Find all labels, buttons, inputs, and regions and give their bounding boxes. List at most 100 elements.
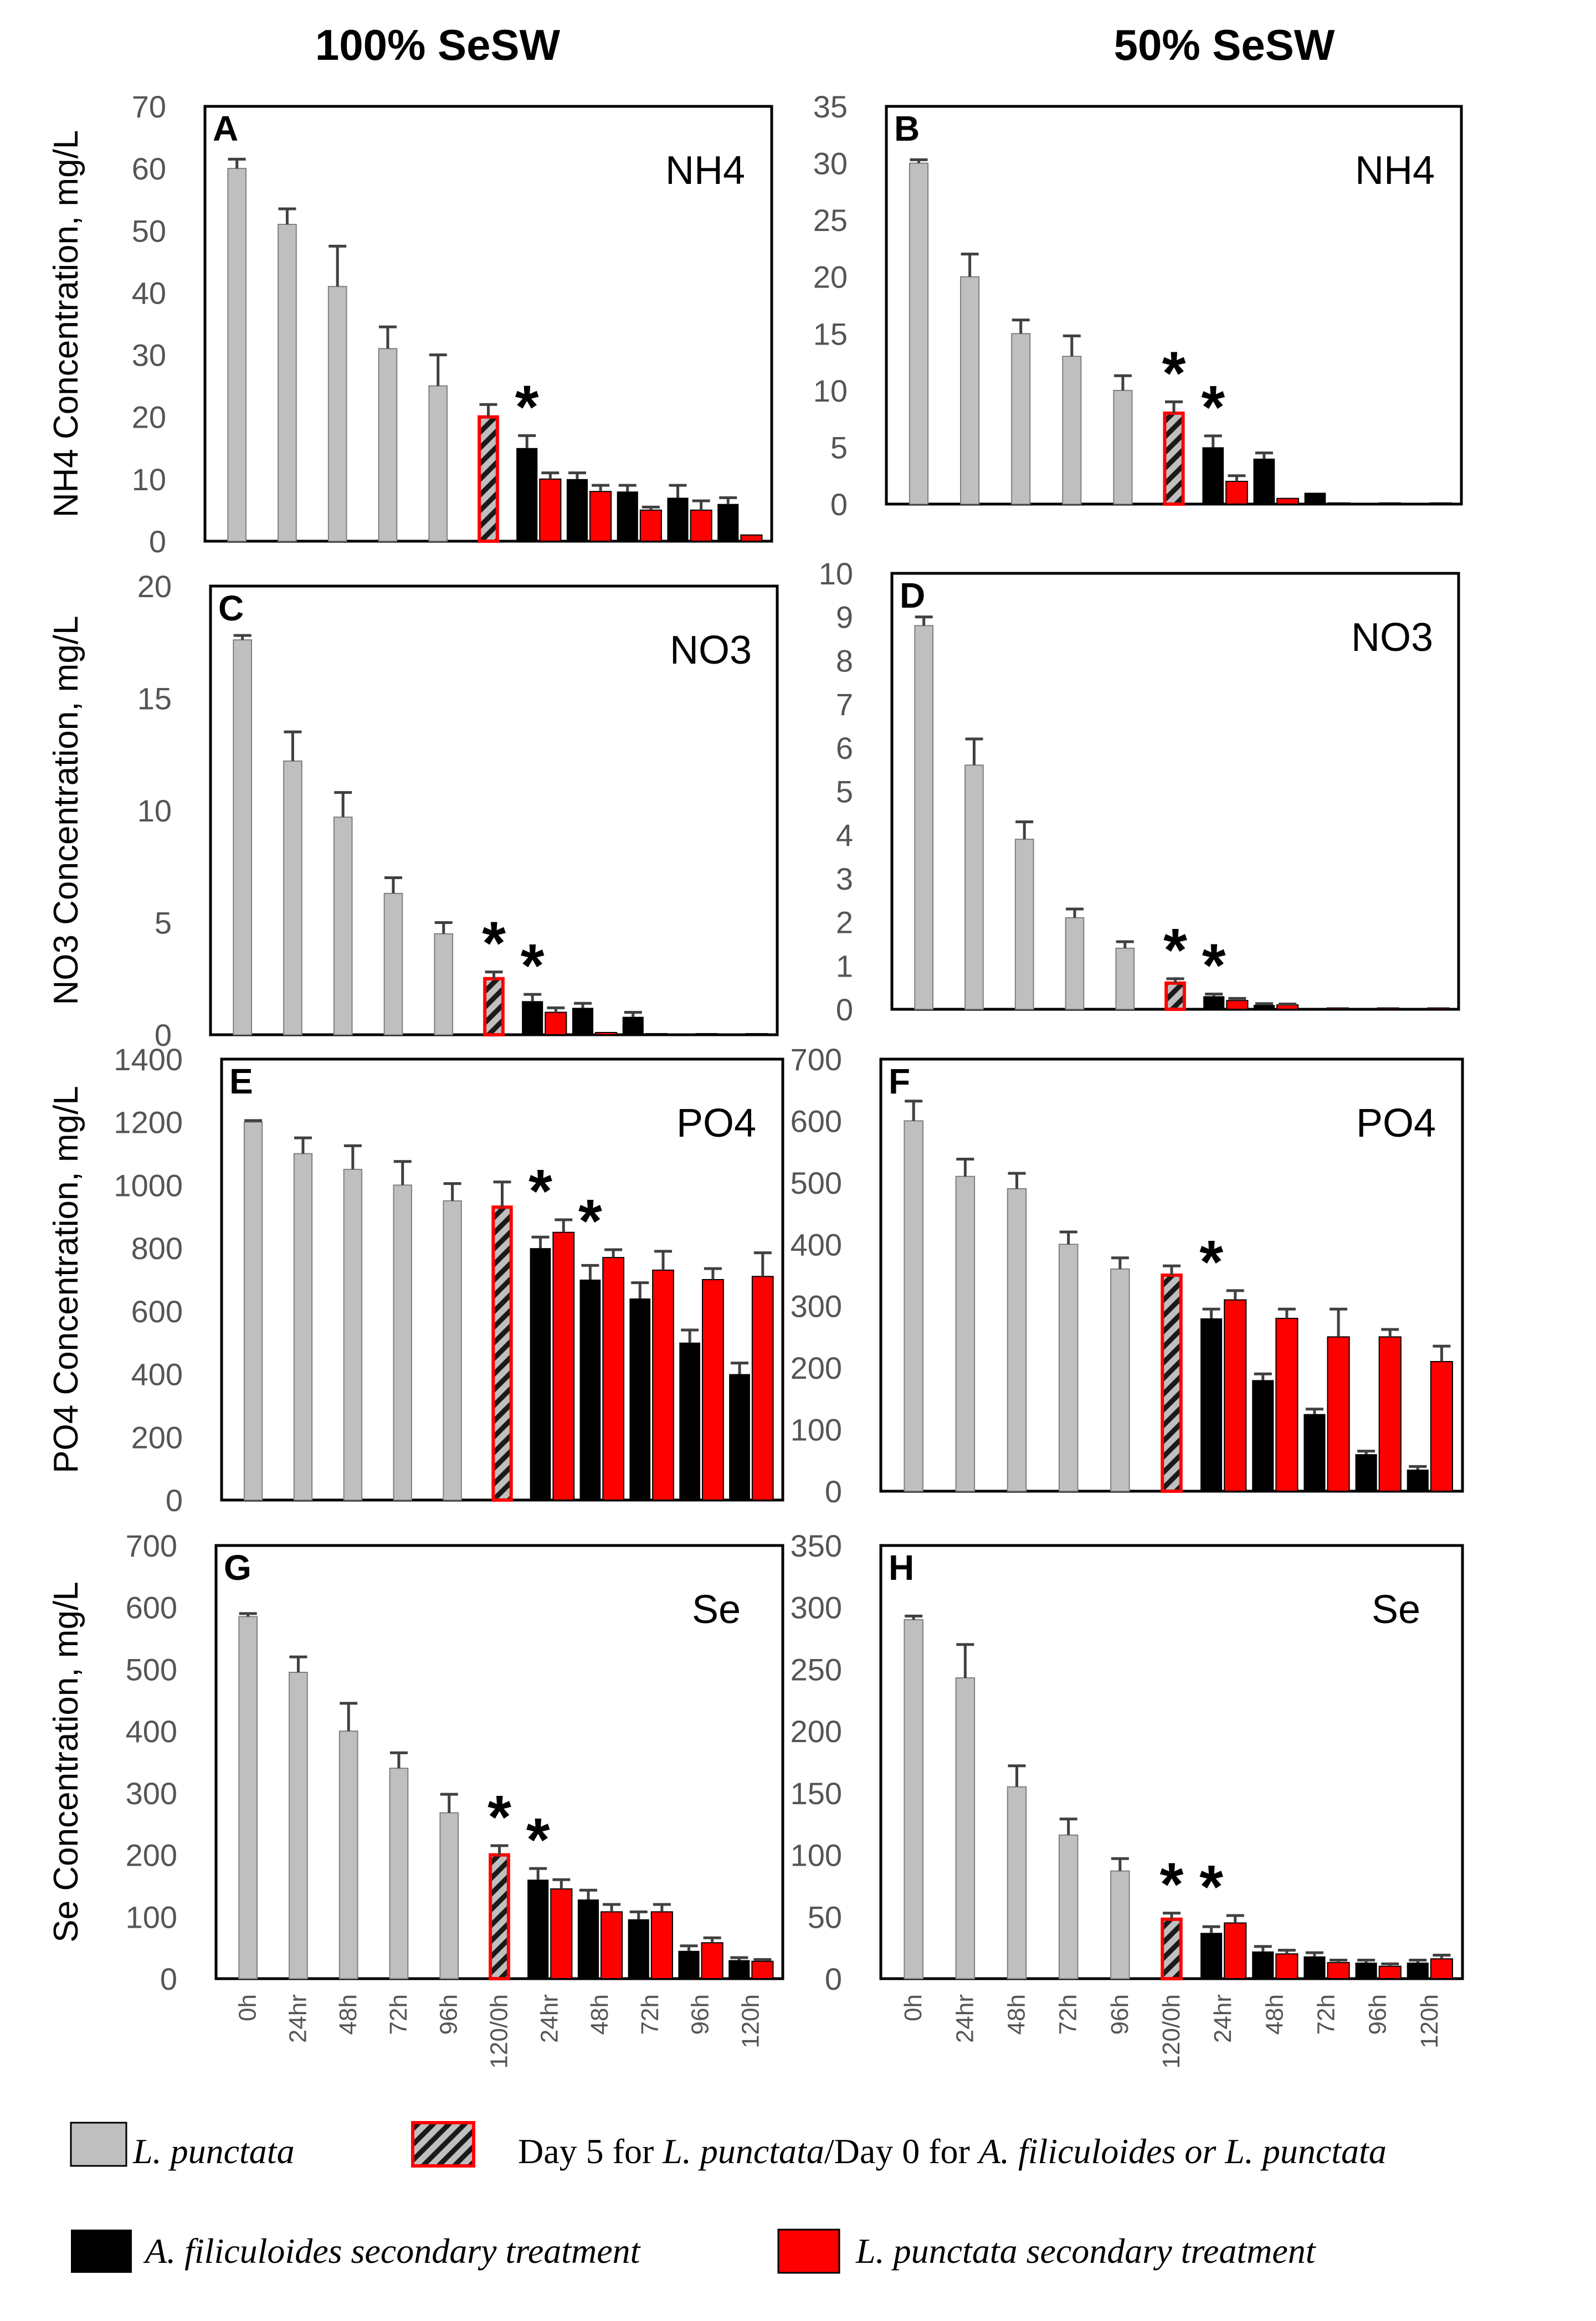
bar-l-punctata-secondary-c [596,1033,617,1035]
y-tick-label-e: 200 [131,1420,183,1455]
y-tick-label-d: 4 [836,818,853,853]
panel-letter-h: H [889,1548,914,1588]
bar-l-punctata-h [1059,1835,1078,1979]
panel-e: 0200400600800100012001400PO4 Concentrati… [47,1042,783,1518]
bar-a-filiculoides-a [617,491,638,541]
bar-a-filiculoides-h [1356,1963,1377,1979]
bar-day5-a [479,417,497,541]
y-tick-label-e: 1200 [114,1105,183,1140]
bar-l-punctata-c [384,894,403,1035]
bar-l-punctata-g [390,1768,408,1979]
bar-l-punctata-secondary-c [746,1034,767,1035]
significance-star-f: * [1199,1228,1223,1296]
significance-star-d: * [1202,931,1226,999]
y-tick-label-b: 35 [813,89,848,124]
bar-l-punctata-secondary-g [651,1912,673,1979]
analyte-label-b: NH4 [1355,148,1435,193]
bar-a-filiculoides-c [522,1001,543,1035]
y-tick-label-e: 1400 [114,1042,183,1077]
bar-l-punctata-secondary-a [540,479,561,541]
x-tick-label: 72h [385,1994,412,2035]
y-tick-label-e: 600 [131,1294,183,1329]
bar-l-punctata-a [329,286,347,541]
bar-l-punctata-d [1015,839,1034,1009]
bar-l-punctata-secondary-h [1327,1963,1349,1979]
bar-a-filiculoides-b [1305,492,1326,504]
y-axis-label-a: NH4 Concentration, mg/L [47,130,85,518]
significance-star-e: * [528,1157,552,1225]
bar-l-punctata-b [1012,333,1030,504]
bar-a-filiculoides-b [1202,447,1224,504]
bar-l-punctata-d [915,625,933,1009]
legend-label-l-punctata: L. punctata [132,2132,295,2171]
y-tick-label-d: 0 [836,992,853,1027]
significance-star-a: * [515,373,539,441]
bar-l-punctata-secondary-a [741,535,762,541]
bar-l-punctata-a [278,224,296,541]
legend-day5-mid: /Day 0 for [824,2132,979,2171]
bar-l-punctata-secondary-b [1379,503,1400,504]
significance-star-e: * [578,1187,602,1255]
panel-letter-d: D [900,576,925,615]
y-axis-label-g: Se Concentration, mg/L [47,1581,85,1942]
bar-l-punctata-d [1116,948,1134,1009]
panel-letter-f: F [889,1061,910,1101]
y-tick-label-b: 15 [813,316,848,351]
bar-l-punctata-secondary-g [601,1912,622,1979]
bar-a-filiculoides-a [567,479,588,541]
bar-l-punctata-secondary-g [551,1889,572,1979]
bar-day5-g [490,1855,509,1979]
bar-l-punctata-secondary-e [752,1276,773,1500]
analyte-label-e: PO4 [676,1101,756,1146]
y-tick-label-b: 30 [813,146,848,181]
y-tick-label-h: 200 [791,1714,842,1749]
bar-a-filiculoides-c [673,1034,694,1035]
bar-l-punctata-c [334,817,352,1035]
x-tick-label: 120h [1416,1994,1443,2048]
x-tick-label: 96h [687,1994,714,2035]
bar-l-punctata-secondary-f [1431,1362,1453,1491]
x-tick-label: 96h [1364,1994,1392,2035]
legend-label-a-filiculoides: A. filiculoides secondary treatment [143,2231,642,2271]
legend-day5-italic2: A. filiculoides or L. punctata [977,2132,1387,2171]
y-tick-label-g: 700 [126,1528,177,1563]
y-tick-label-g: 0 [160,1961,177,1996]
bar-day5-d [1166,983,1184,1009]
bar-a-filiculoides-g [578,1899,599,1979]
bar-l-punctata-secondary-f [1379,1337,1401,1491]
bar-a-filiculoides-d [1254,1005,1275,1009]
bar-l-punctata-secondary-h [1224,1923,1246,1979]
legend-af-rest: secondary treatment [342,2231,642,2271]
bar-l-punctata-secondary-f [1276,1318,1297,1491]
y-tick-label-d: 10 [819,556,853,591]
bar-a-filiculoides-g [678,1951,699,1979]
significance-star-h: * [1160,1851,1184,1919]
analyte-label-d: NO3 [1351,615,1433,660]
y-tick-label-d: 2 [836,905,853,940]
bar-l-punctata-secondary-d [1226,1000,1248,1009]
bar-day5-f [1162,1275,1181,1491]
x-tick-label: 120/0h [486,1994,513,2069]
analyte-label-h: Se [1372,1588,1420,1632]
y-tick-label-e: 800 [131,1231,183,1266]
legend-label-day5: Day 5 for L. punctata/Day 0 for A. filic… [518,2132,1387,2171]
y-tick-label-a: 40 [132,275,166,310]
y-tick-label-a: 20 [132,400,166,435]
significance-star-b: * [1162,339,1186,407]
column-title-left: 100% SeSW [315,20,561,69]
bar-l-punctata-secondary-d [1277,1005,1298,1009]
x-tick-label: 48h [1261,1994,1288,2035]
bar-l-punctata-secondary-d [1428,1008,1449,1009]
x-tick-label: 96h [1106,1994,1133,2035]
bar-l-punctata-g [440,1813,458,1979]
bar-l-punctata-secondary-g [752,1961,773,1979]
bar-a-filiculoides-f [1407,1470,1429,1491]
legend-label-l-punctata-secondary: L. punctata secondary treatment [855,2231,1317,2271]
bar-a-filiculoides-b [1407,503,1428,504]
bar-l-punctata-a [228,168,246,541]
x-tick-label: 96h [435,1994,463,2035]
y-tick-label-c: 15 [137,681,172,716]
y-tick-label-b: 5 [830,430,848,465]
y-tick-label-a: 70 [132,89,166,124]
y-axis-label-e: PO4 Concentration, mg/L [47,1086,85,1473]
